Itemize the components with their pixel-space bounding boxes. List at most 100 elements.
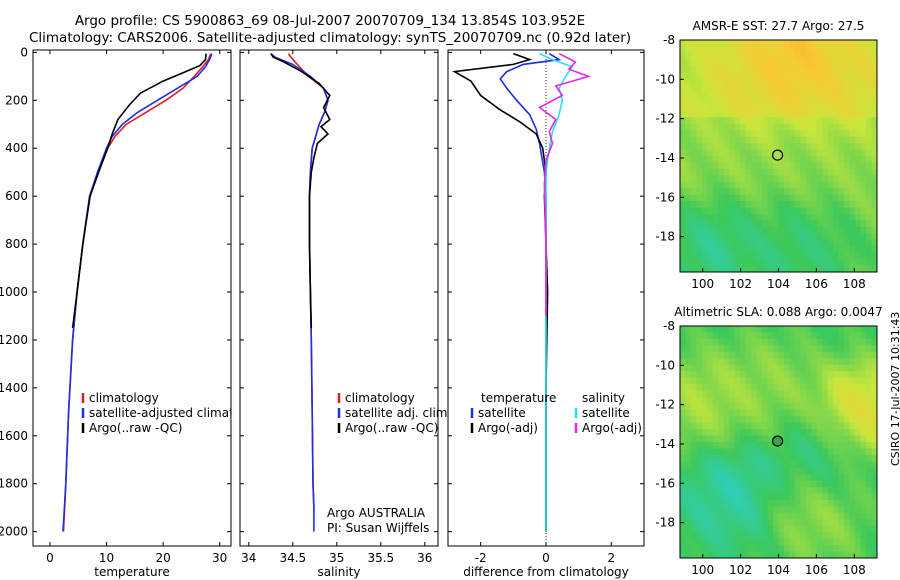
map-cell [866,201,873,209]
map-cell [680,429,687,437]
map-cell [849,538,856,546]
map-cell [767,143,774,151]
map-cell [844,65,851,73]
map-cell [740,130,747,138]
map-cell [734,519,741,527]
map-cell [718,448,725,456]
map-cell [816,326,823,334]
map-cell [729,480,736,488]
map-cell [701,429,708,437]
map-cell [822,390,829,398]
map-cell [756,326,763,334]
map-cell [871,143,877,151]
map-cell [860,487,867,495]
map-cell [740,532,747,540]
map-cell [767,403,774,411]
map-cell [762,332,769,340]
map-cell [690,78,698,86]
map-cell [762,435,769,443]
map-cell [751,117,758,125]
map-cell [794,480,801,488]
map-cell [860,136,867,144]
map-cell [855,454,862,462]
map-cell [811,461,818,469]
map-cell [855,156,862,164]
map-cell [734,467,741,475]
map-cell [756,396,763,404]
map-cell [690,493,698,501]
map-cell [745,512,752,520]
map-cell [778,525,785,533]
map-cell [805,403,812,411]
map-cell [696,259,703,267]
y-tick-label: -8 [663,319,675,333]
map-cell [723,46,730,54]
x-tick-label: 104 [767,563,790,577]
map-cell [800,201,807,209]
map-cell [827,91,834,99]
map-cell [723,525,730,533]
map-cell [822,403,829,411]
map-cell [756,545,763,553]
legend-label: Argo(..raw -QC) [89,421,182,435]
map-cell [822,72,829,80]
map-cell [745,162,752,170]
map-cell [783,519,791,527]
map-cell [756,91,763,99]
map-cell [756,130,763,138]
map-cell [866,422,873,430]
map-cell [871,551,877,558]
map-cell [778,72,785,80]
map-cell [680,168,687,176]
map-cell [866,500,873,508]
map-cell [805,175,812,183]
map-cell [827,377,834,385]
map-cell [833,40,840,48]
map-cell [783,52,791,60]
map-cell [783,201,791,209]
map-cell [800,326,807,334]
map-cell [767,91,774,99]
map-cell [729,156,736,164]
map-cell [756,233,763,241]
map-cell [707,384,714,392]
map-cell [860,467,867,475]
map-cell [827,46,834,54]
map-cell [729,201,736,209]
map-cell [696,403,703,411]
map-cell [783,487,791,495]
map-cell [778,467,785,475]
map-cell [680,194,687,202]
map-cell [838,448,845,456]
map-cell [805,429,812,437]
map-cell [767,78,774,86]
map-cell [723,85,730,93]
map-cell [696,545,703,553]
map-cell [816,181,823,189]
map-cell [778,345,785,353]
map-cell [794,104,801,112]
map-cell [773,220,780,228]
map-cell [751,364,758,372]
map-cell [778,442,785,450]
map-cell [718,384,725,392]
map-cell [690,72,698,80]
map-cell [789,214,796,222]
map-cell [833,220,840,228]
map-cell [855,551,862,558]
map-cell [800,448,807,456]
map-cell [855,52,862,60]
map-cell [816,474,823,482]
map-cell [767,117,774,125]
map-cell [816,532,823,540]
map-cell [767,98,774,106]
map-cell [849,156,856,164]
map-cell [756,454,763,462]
map-cell [811,364,818,372]
map-cell [773,46,780,54]
map-cell [871,326,877,334]
map-cell [723,326,730,334]
map-cell [707,162,714,170]
map-cell [712,448,719,456]
map-cell [855,435,862,443]
